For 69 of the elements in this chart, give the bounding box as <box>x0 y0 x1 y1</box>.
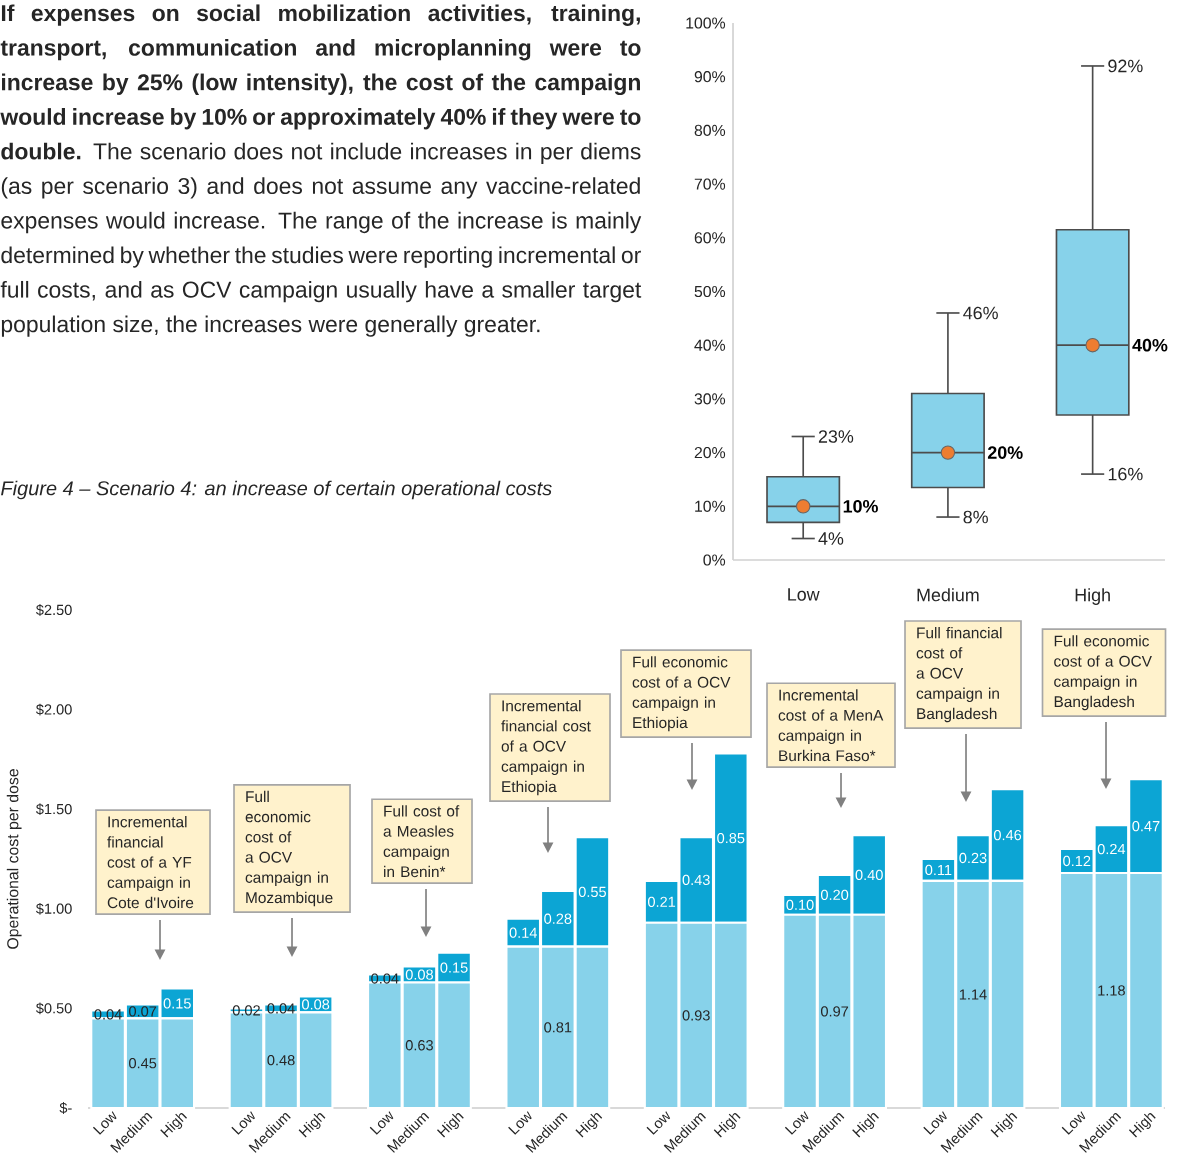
annotation: Full economic cost of a OCV campaign in Ethiopia <box>632 656 731 732</box>
x-tick-label: Medium <box>917 588 979 602</box>
data-label: 0.81 <box>544 1022 572 1033</box>
annotation: Full economic cost of a OCV campaign in Mozambique <box>245 790 333 907</box>
x-tick-label: Low <box>788 588 820 601</box>
data-label: 0.23 <box>959 852 987 864</box>
annotation: 4% <box>818 532 844 545</box>
data-label: 0.43 <box>682 874 710 886</box>
y-axis-title: Operational cost per dose <box>6 769 22 949</box>
annotation: 16% <box>1108 467 1143 481</box>
y-tick-label: 0% <box>703 554 726 566</box>
y-tick-label: $0.50 <box>36 1002 72 1015</box>
annotation: Incremental financial cost of a YF campaign in Cote d'Ivoire <box>107 816 194 909</box>
data-label: 0.07 <box>129 1006 157 1017</box>
annotation: 46% <box>963 306 998 320</box>
data-label: 0.28 <box>544 913 572 924</box>
data-label: 0.15 <box>440 962 468 973</box>
data-label: 0.55 <box>578 886 606 898</box>
annotation: Full economic cost of a OCV campaign in Bangladesh <box>1054 635 1152 711</box>
y-tick-label: 80% <box>694 124 726 137</box>
y-tick-label: $2.00 <box>36 703 72 716</box>
data-label: 0.40 <box>855 869 883 881</box>
annotation: Full financial cost of a OCV campaign in Bangladesh <box>916 627 1002 723</box>
annotation: Full cost of a Measles campaign in Benin* <box>383 805 460 878</box>
y-tick-label: $1.00 <box>36 902 72 915</box>
data-label: 0.14 <box>509 927 537 938</box>
data-label: 0.08 <box>405 969 433 980</box>
data-label: 0.93 <box>682 1010 710 1021</box>
data-label: 0.48 <box>267 1055 295 1066</box>
annotation: 10% <box>843 499 878 513</box>
annotation: 40% <box>1132 338 1168 352</box>
x-tick-label: High <box>1128 1113 1156 1138</box>
x-tick-label: High <box>1075 588 1110 605</box>
data-label: 0.11 <box>925 864 952 876</box>
data-label: 1.14 <box>959 989 987 1000</box>
data-label: 0.08 <box>302 999 330 1010</box>
y-tick-label: $1.50 <box>36 803 72 816</box>
data-label: 0.10 <box>786 899 814 910</box>
data-label: 0.47 <box>1132 820 1160 832</box>
data-label: 0.15 <box>163 998 191 1009</box>
y-tick-label: $- <box>59 1102 72 1114</box>
data-label: 0.97 <box>820 1006 849 1017</box>
annotation: 8% <box>963 510 988 524</box>
data-label: 0.20 <box>820 889 849 900</box>
y-tick-label: 30% <box>694 393 726 405</box>
annotation: 92% <box>1108 59 1143 73</box>
caption: Figure 4 – Scenario 4: an increase of certain operational costs <box>1 480 552 500</box>
y-tick-label: 100% <box>686 17 726 29</box>
annotation: 23% <box>818 430 854 443</box>
y-tick-label: 50% <box>694 285 726 298</box>
y-tick-label: 60% <box>694 232 726 244</box>
y-tick-label: 90% <box>694 71 726 83</box>
data-label: 1.18 <box>1098 985 1125 996</box>
y-tick-label: 10% <box>695 500 726 512</box>
data-label: 0.46 <box>993 829 1022 841</box>
y-tick-label: 40% <box>694 339 726 351</box>
data-label: 0.21 <box>647 896 676 907</box>
data-label: 0.24 <box>1097 843 1126 855</box>
annotation: 20% <box>987 446 1023 459</box>
y-tick-label: 20% <box>694 446 726 459</box>
data-label: 0.63 <box>405 1040 433 1051</box>
y-tick-label: 70% <box>694 178 726 190</box>
data-label: 0.45 <box>129 1058 157 1069</box>
data-label: 0.85 <box>717 832 745 844</box>
annotation: Incremental financial cost of a OCV campaign in Ethiopia <box>501 700 591 796</box>
text: If expenses on social mobilization activities, training, transport, communication and microplanning were to increase by 25% (low intensity), the cost of the campaign would increase by 10% or approximately 40% if they were to double. The scenario does not include increases in per diems (as per scenario 3) and does not assume any vaccine-related expenses would increase. The range of the increase is mainly determined by whether the studies were reporting incremental or full costs, and as OCV campaign usually have a smaller target population size, the increases were generally greater. <box>0 4 642 337</box>
annotation: Incremental cost of a MenA campaign in Burkina Faso* <box>778 689 884 762</box>
data-label: 0.12 <box>1063 855 1091 867</box>
y-tick-label: $2.50 <box>36 604 72 616</box>
